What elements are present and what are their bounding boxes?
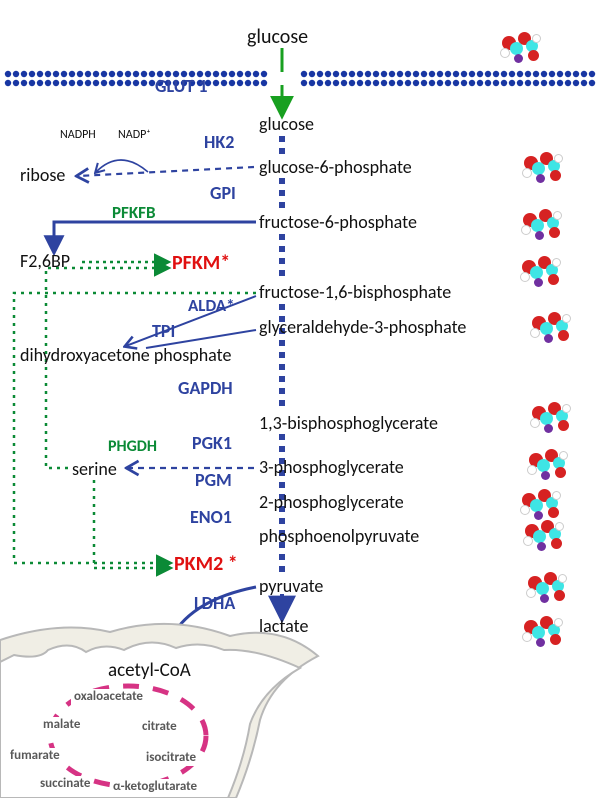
molecule-1 [518, 148, 566, 184]
nadp-curve [96, 160, 148, 172]
label-nadp: NADP⁺ [118, 129, 151, 142]
label-glucose_out: glucose [247, 26, 308, 48]
arrow-ribose [78, 167, 254, 176]
label-pep: phosphoenolpyruvate [259, 527, 419, 547]
label-nadph: NADPH [60, 129, 96, 142]
label-pfkm: PFKM* [172, 252, 230, 274]
molecule-8 [519, 516, 567, 552]
label-glucose_in: glucose [259, 115, 314, 135]
molecule-2 [517, 205, 565, 241]
tca-oxa: oxaloacetate [71, 689, 146, 705]
label-pg2: 2-phosphoglycerate [259, 493, 404, 513]
label-dhap: dihydroxyacetone phosphate [20, 346, 231, 366]
label-phgdh: PHGDH [108, 438, 157, 456]
label-pkm2: PKM2 * [174, 553, 238, 575]
label-pg3: 3-phosphoglycerate [259, 458, 404, 478]
label-gapdh: GAPDH [178, 379, 233, 399]
feedback-serine-pkm2 [94, 480, 170, 568]
label-pgk1: PGK1 [192, 434, 232, 454]
tca-fumarate: fumarate [7, 748, 63, 764]
label-g3p: glyceraldehyde-3-phosphate [259, 318, 466, 338]
membrane [5, 71, 595, 86]
tca-malate: malate [40, 717, 83, 733]
label-acoa: acetyl-CoA [108, 661, 191, 682]
molecule-9 [522, 568, 570, 604]
label-f6p: fructose-6-phosphate [259, 213, 417, 233]
label-gpi: GPI [210, 184, 236, 204]
label-f26bp: F2,6BP [20, 252, 70, 272]
molecule-3 [516, 252, 564, 288]
label-ldha: LDHA [194, 594, 235, 614]
label-serine: serine [72, 460, 117, 480]
tca-citrate: citrate [139, 719, 180, 735]
molecule-6 [523, 445, 571, 481]
label-pgm: PGM [195, 471, 232, 491]
tca-akg: α-ketoglutarate [110, 779, 200, 795]
label-alda: ALDA* [188, 297, 235, 316]
label-eno1: ENO1 [190, 508, 232, 528]
molecule-10 [518, 612, 566, 648]
molecule-0 [496, 28, 544, 64]
label-tpi: TPI [152, 322, 175, 342]
label-f16bp: fructose-1,6-bisphosphate [259, 283, 451, 303]
molecule-5 [526, 398, 574, 434]
molecule-4 [526, 308, 574, 344]
label-ribose: ribose [20, 166, 65, 186]
label-glut1: GLUT 1 [155, 77, 208, 97]
label-bpg: 1,3-bisphosphoglycerate [259, 414, 438, 434]
label-pfkfb: PFKFB [112, 204, 155, 223]
tca-isocitrate: isocitrate [143, 750, 199, 766]
label-lactate: lactate [259, 617, 308, 637]
tca-succinate: succinate [37, 776, 93, 792]
label-g6p: glucose-6-phosphate [259, 158, 412, 178]
label-pyruvate: pyruvate [259, 577, 323, 597]
label-hk2: HK2 [204, 133, 234, 153]
arrow-pfkfb [54, 222, 256, 252]
